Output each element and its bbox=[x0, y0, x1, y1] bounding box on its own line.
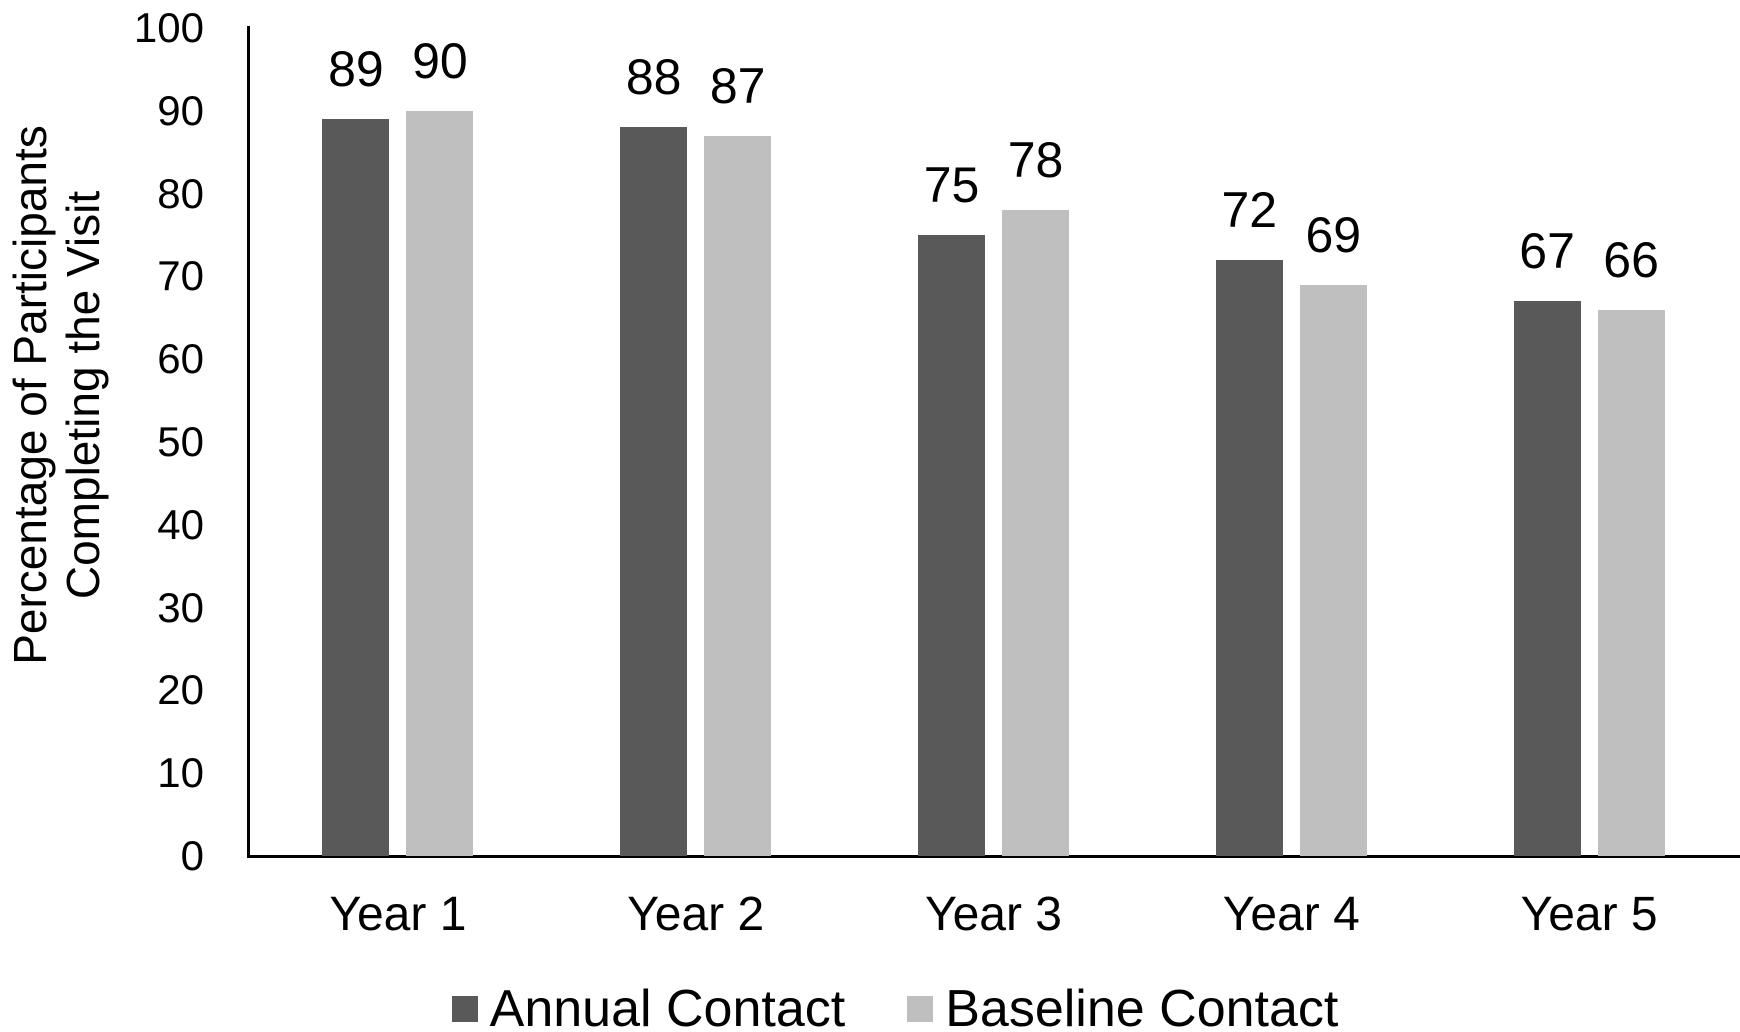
y-tick-label-70: 70 bbox=[157, 252, 204, 300]
bar-baseline-contact-year-1 bbox=[406, 110, 474, 856]
y-tick-label-80: 80 bbox=[157, 169, 204, 217]
y-tick-label-0: 0 bbox=[180, 832, 204, 879]
y-tick-label-20: 20 bbox=[157, 666, 204, 714]
y-tick-label-30: 30 bbox=[157, 583, 204, 631]
legend-swatch-annual-contact bbox=[451, 996, 478, 1022]
x-tick-label-year-1: Year 1 bbox=[329, 888, 467, 941]
y-tick-label-100: 100 bbox=[133, 4, 204, 51]
bar-value-label-annual-contact-year-5: 67 bbox=[1519, 223, 1575, 280]
legend-label-baseline-contact: Baseline Contact bbox=[945, 980, 1339, 1032]
bar-annual-contact-year-2 bbox=[620, 127, 688, 856]
x-tick-label-year-3: Year 3 bbox=[924, 888, 1062, 941]
x-tick-label-year-5: Year 5 bbox=[1520, 888, 1658, 941]
bar-annual-contact-year-5 bbox=[1513, 301, 1581, 856]
x-tick-label-year-2: Year 2 bbox=[627, 888, 765, 941]
bar-value-label-baseline-contact-year-4: 69 bbox=[1305, 206, 1362, 263]
x-axis-line bbox=[247, 855, 1740, 858]
bar-annual-contact-year-4 bbox=[1215, 259, 1283, 856]
bar-value-label-annual-contact-year-3: 75 bbox=[923, 157, 980, 213]
y-axis-line bbox=[247, 26, 250, 858]
legend-entry-annual-contact: Annual Contact bbox=[451, 980, 846, 1032]
y-tick-label-10: 10 bbox=[157, 749, 204, 797]
y-tick-label-40: 40 bbox=[157, 500, 204, 548]
y-tick-label-50: 50 bbox=[157, 418, 204, 465]
bar-value-label-baseline-contact-year-2: 87 bbox=[709, 57, 766, 114]
legend-label-annual-contact: Annual Contact bbox=[489, 980, 846, 1032]
legend-swatch-baseline-contact bbox=[907, 996, 934, 1022]
bar-baseline-contact-year-3 bbox=[1002, 210, 1069, 856]
bar-annual-contact-year-3 bbox=[918, 235, 985, 856]
bar-baseline-contact-year-5 bbox=[1597, 309, 1665, 856]
y-tick-label-90: 90 bbox=[157, 86, 204, 134]
bar-value-label-baseline-contact-year-3: 78 bbox=[1007, 132, 1064, 189]
x-tick-label-year-4: Year 4 bbox=[1222, 888, 1360, 941]
bar-baseline-contact-year-4 bbox=[1299, 284, 1367, 856]
legend-entry-baseline-contact: Baseline Contact bbox=[907, 981, 1338, 1032]
bar-baseline-contact-year-2 bbox=[704, 135, 772, 856]
bar-value-label-annual-contact-year-2: 88 bbox=[625, 49, 682, 106]
legend: Annual Contact Baseline Contact bbox=[25, 981, 1740, 1032]
bar-value-label-annual-contact-year-4: 72 bbox=[1221, 181, 1278, 238]
bar-annual-contact-year-1 bbox=[322, 119, 390, 856]
bar-value-label-baseline-contact-year-1: 90 bbox=[412, 32, 468, 89]
bar-value-label-annual-contact-year-1: 89 bbox=[328, 41, 384, 98]
y-tick-label-60: 60 bbox=[157, 335, 204, 383]
bar-value-label-baseline-contact-year-5: 66 bbox=[1603, 231, 1659, 288]
